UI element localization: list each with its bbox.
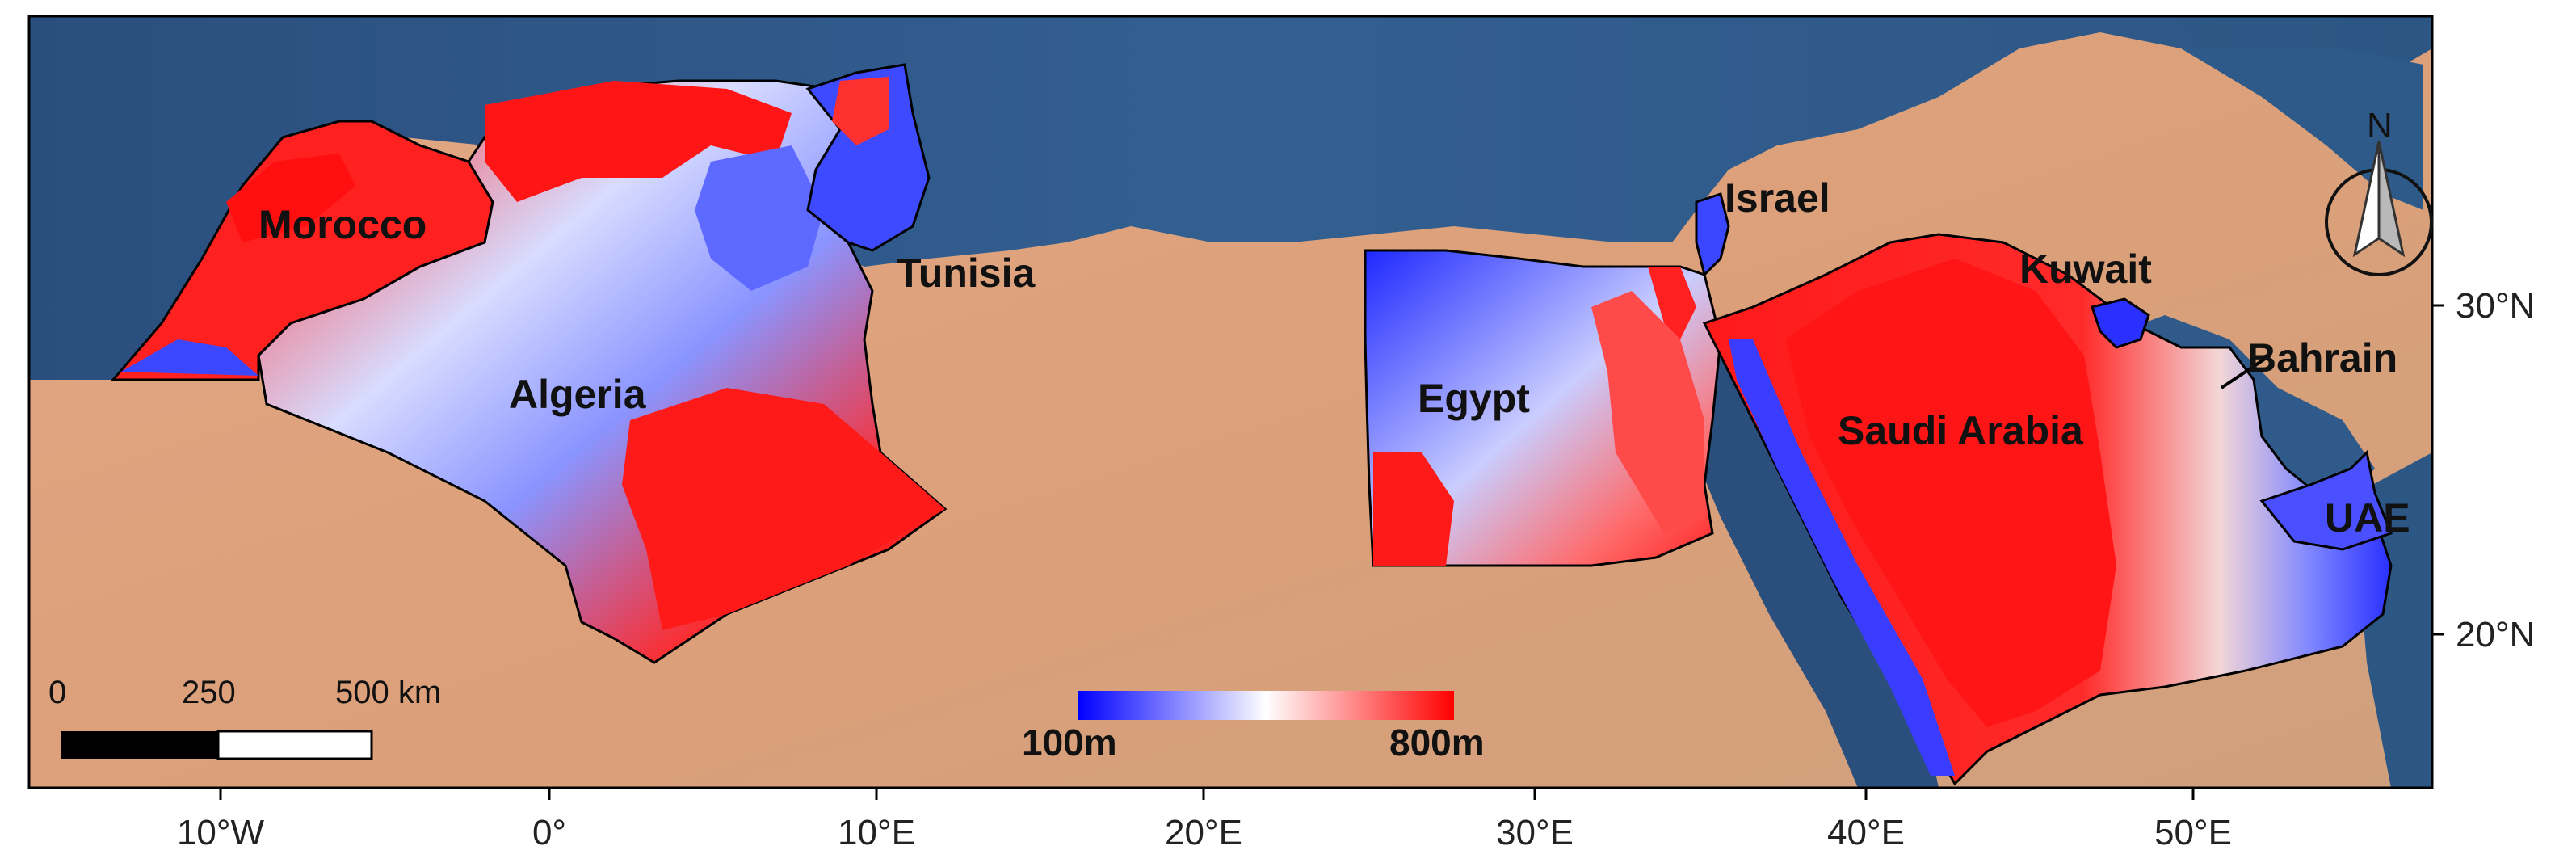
egypt-east-red: [1591, 291, 1704, 533]
tunisia-highland: [832, 77, 889, 145]
morocco-lowland: [121, 339, 258, 376]
north-arrow-right-half: [2377, 141, 2406, 258]
israel-region: [1695, 192, 1730, 277]
label-tunisia: Tunisia: [897, 250, 1036, 296]
label-kuwait: Kuwait: [2019, 246, 2152, 292]
elevation-colorbar: 100m 800m: [1022, 691, 1485, 764]
red-sea: [1656, 267, 1939, 788]
morocco-highland: [226, 154, 355, 242]
lon-tick-label: 10°E: [838, 813, 915, 852]
lon-tick-label: 40°E: [1827, 813, 1905, 852]
label-morocco: Morocco: [258, 202, 427, 247]
kuwait-region: [2091, 297, 2150, 349]
saudi-interior-red: [1785, 259, 2116, 727]
lat-tick-label: 30°N: [2456, 286, 2535, 326]
label-uae: UAE: [2325, 495, 2410, 541]
lon-tick-label: 50°E: [2154, 813, 2232, 852]
uae-region: [2259, 449, 2393, 551]
latitude-axis: 30°N 20°N: [2432, 286, 2535, 654]
algeria-blue-basin: [695, 145, 824, 291]
saudi-red-sea-coast: [1729, 339, 1955, 776]
algeria-north-red: [485, 81, 792, 202]
longitude-axis: 10°W 0° 10°E 20°E 30°E 40°E 50°E: [177, 788, 2232, 852]
lon-tick-label: 20°E: [1165, 813, 1242, 852]
north-arrow-label: N: [2367, 106, 2393, 145]
scale-label-500: 500 km: [335, 675, 441, 710]
colorbar-max-label: 800m: [1389, 722, 1485, 764]
scale-bar-white-segment: [216, 730, 373, 760]
scale-bar-black-segment: [61, 731, 218, 759]
map-frame: [27, 15, 2434, 789]
label-saudi-arabia: Saudi Arabia: [1838, 408, 2084, 453]
colorbar-gradient: [1078, 691, 1454, 720]
egypt-southwest-red: [1373, 452, 1454, 566]
lon-tick-label: 0°: [532, 813, 566, 852]
scale-label-250: 250: [182, 675, 236, 710]
scale-label-0: 0: [48, 675, 66, 710]
label-algeria: Algeria: [509, 372, 647, 417]
bahrain-leader-line: [2220, 354, 2271, 389]
caspian-sea: [2181, 48, 2423, 210]
north-arrow: N: [2325, 106, 2433, 276]
lon-tick-label: 30°E: [1496, 813, 1574, 852]
label-israel: Israel: [1725, 175, 1830, 221]
lat-tick-label: 20°N: [2456, 615, 2535, 654]
label-egypt: Egypt: [1418, 376, 1530, 421]
label-bahrain: Bahrain: [2247, 335, 2397, 381]
algeria-hoggar-red: [622, 388, 945, 630]
scale-bar: 0 250 500 km: [48, 675, 441, 760]
lon-tick-label: 10°W: [177, 813, 265, 852]
sinai-red: [1648, 267, 1696, 339]
colorbar-min-label: 100m: [1022, 722, 1117, 764]
